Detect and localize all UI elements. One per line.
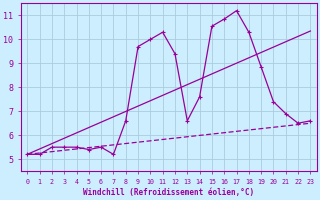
X-axis label: Windchill (Refroidissement éolien,°C): Windchill (Refroidissement éolien,°C) <box>83 188 254 197</box>
